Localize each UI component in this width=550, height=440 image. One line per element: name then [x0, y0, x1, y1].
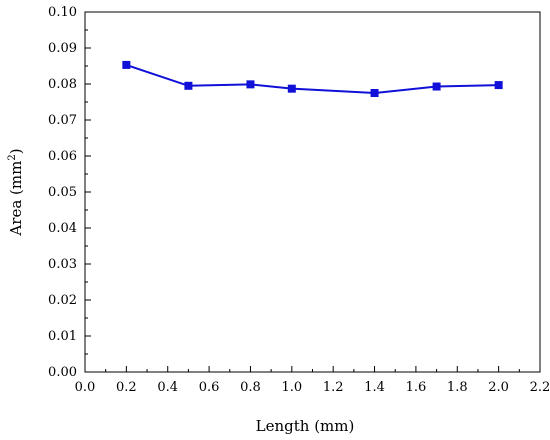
y-tick-label: 0.09 [48, 41, 77, 56]
x-tick-label: 1.4 [364, 380, 385, 395]
y-tick-label: 0.01 [48, 329, 77, 344]
x-tick-label: 1.2 [323, 380, 344, 395]
x-axis-ticks: 0.0 0.2 0.4 0.6 0.8 1.0 1.2 1.4 1.6 1.8 2.0 2.2 [75, 366, 550, 395]
y-axis-ticks: 0.00 0.01 0.02 0.03 0.04 0.05 0.06 0.07 0.08 0.09… [48, 5, 91, 380]
x-tick-label: 0.8 [240, 380, 261, 395]
y-tick-label: 0.02 [48, 293, 77, 308]
y-axis-title: Area (mm2) [7, 148, 25, 236]
x-tick-label: 1.8 [447, 380, 468, 395]
x-tick-label: 0.6 [199, 380, 220, 395]
x-tick-label: 1.6 [406, 380, 427, 395]
data-point-marker [432, 82, 441, 91]
x-tick-label: 1.0 [281, 380, 302, 395]
series-line [126, 63, 499, 95]
data-point-marker [246, 80, 255, 89]
y-tick-label: 0.10 [48, 5, 77, 20]
y-tick-label: 0.07 [48, 113, 77, 128]
x-tick-label: 0.2 [116, 380, 137, 395]
y-tick-label: 0.05 [48, 185, 77, 200]
x-tick-label: 2.2 [530, 380, 550, 395]
x-tick-label: 2.0 [488, 380, 509, 395]
data-point-marker [122, 60, 131, 69]
x-tick-label: 0.0 [75, 380, 96, 395]
plot-frame [84, 11, 541, 373]
data-point-marker [494, 81, 503, 90]
y-tick-label: 0.08 [48, 77, 77, 92]
x-axis-title: Length (mm) [256, 417, 355, 435]
y-tick-label: 0.06 [48, 149, 77, 164]
data-point-marker [287, 84, 296, 93]
data-point-marker [184, 81, 193, 90]
y-tick-label: 0.04 [48, 221, 77, 236]
y-tick-label: 0.00 [48, 365, 77, 380]
series-group [122, 60, 503, 97]
y-axis-title-superscript: 2 [7, 154, 18, 160]
y-axis-title-main: Area (mm [7, 161, 25, 237]
data-point-marker [370, 89, 379, 97]
y-tick-label: 0.03 [48, 257, 77, 272]
y-axis-title-close: ) [7, 148, 25, 154]
x-tick-label: 0.4 [157, 380, 178, 395]
